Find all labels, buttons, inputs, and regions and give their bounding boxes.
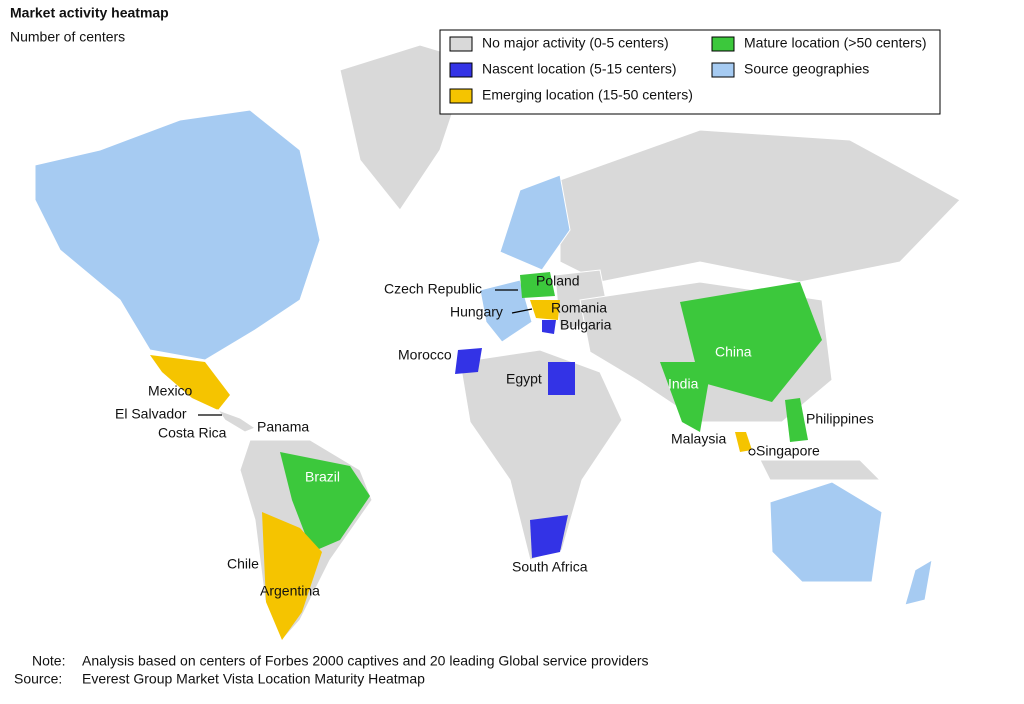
africa xyxy=(459,349,623,561)
label: Czech Republic xyxy=(384,281,482,297)
legend-label: Nascent location (5-15 centers) xyxy=(482,61,677,77)
label: Morocco xyxy=(398,347,452,363)
label: Brazil xyxy=(305,469,340,485)
label: Romania xyxy=(551,300,607,316)
russia xyxy=(559,129,961,283)
new-zealand xyxy=(904,559,933,606)
note-key: Note: xyxy=(32,653,65,669)
brazil xyxy=(280,452,370,552)
label: Bulgaria xyxy=(560,317,612,333)
malaysia xyxy=(735,432,752,452)
note-text: Analysis based on centers of Forbes 2000… xyxy=(82,653,649,669)
source-key: Source: xyxy=(14,671,62,687)
poland xyxy=(520,272,555,298)
india xyxy=(660,362,712,432)
greenland xyxy=(339,44,471,211)
chile-argentina xyxy=(262,512,322,640)
morocco xyxy=(455,348,482,374)
label: Hungary xyxy=(450,304,503,320)
label: China xyxy=(715,344,752,360)
legend: No major activity (0-5 centers) Nascent l… xyxy=(449,35,926,104)
legend-swatch xyxy=(449,62,473,78)
australia xyxy=(769,481,883,583)
legend-swatch xyxy=(711,62,735,78)
china xyxy=(680,282,822,402)
mexico xyxy=(150,355,230,410)
label: Egypt xyxy=(506,371,542,387)
label: Argentina xyxy=(260,583,320,599)
label: El Salvador xyxy=(115,406,187,422)
title: Market activity heatmap xyxy=(10,5,169,21)
scandinavia xyxy=(499,174,571,271)
legend-swatch xyxy=(711,36,735,52)
singapore-dot xyxy=(748,448,756,456)
label: Mexico xyxy=(148,383,193,399)
label: Philippines xyxy=(806,411,874,427)
legend-label: Mature location (>50 centers) xyxy=(744,35,926,51)
north-america xyxy=(34,109,321,361)
romania xyxy=(530,300,560,320)
arrows xyxy=(198,289,533,416)
label: Poland xyxy=(536,273,580,289)
legend-swatch xyxy=(449,36,473,52)
map xyxy=(34,44,961,641)
egypt xyxy=(548,362,575,395)
country-labels: Mexico El Salvador Costa Rica Panama Bra… xyxy=(115,273,874,599)
legend-label: Emerging location (15-50 centers) xyxy=(482,87,693,103)
label: India xyxy=(668,376,699,392)
legend-label: Source geographies xyxy=(744,61,869,77)
south-africa xyxy=(530,515,568,558)
label: Singapore xyxy=(756,443,820,459)
bulgaria xyxy=(542,320,556,334)
legend-box xyxy=(439,29,941,115)
subtitle: Number of centers xyxy=(10,29,125,45)
label: South Africa xyxy=(512,559,588,575)
central-america xyxy=(216,408,257,433)
legend-label: No major activity (0-5 centers) xyxy=(482,35,669,51)
label: Malaysia xyxy=(671,431,726,447)
label: Costa Rica xyxy=(158,425,227,441)
label: Panama xyxy=(257,419,309,435)
indonesia xyxy=(759,459,882,481)
label: Chile xyxy=(227,556,259,572)
philippines xyxy=(785,398,808,442)
source-text: Everest Group Market Vista Location Matu… xyxy=(82,671,425,687)
western-europe xyxy=(479,279,533,343)
legend-swatch xyxy=(449,88,473,104)
